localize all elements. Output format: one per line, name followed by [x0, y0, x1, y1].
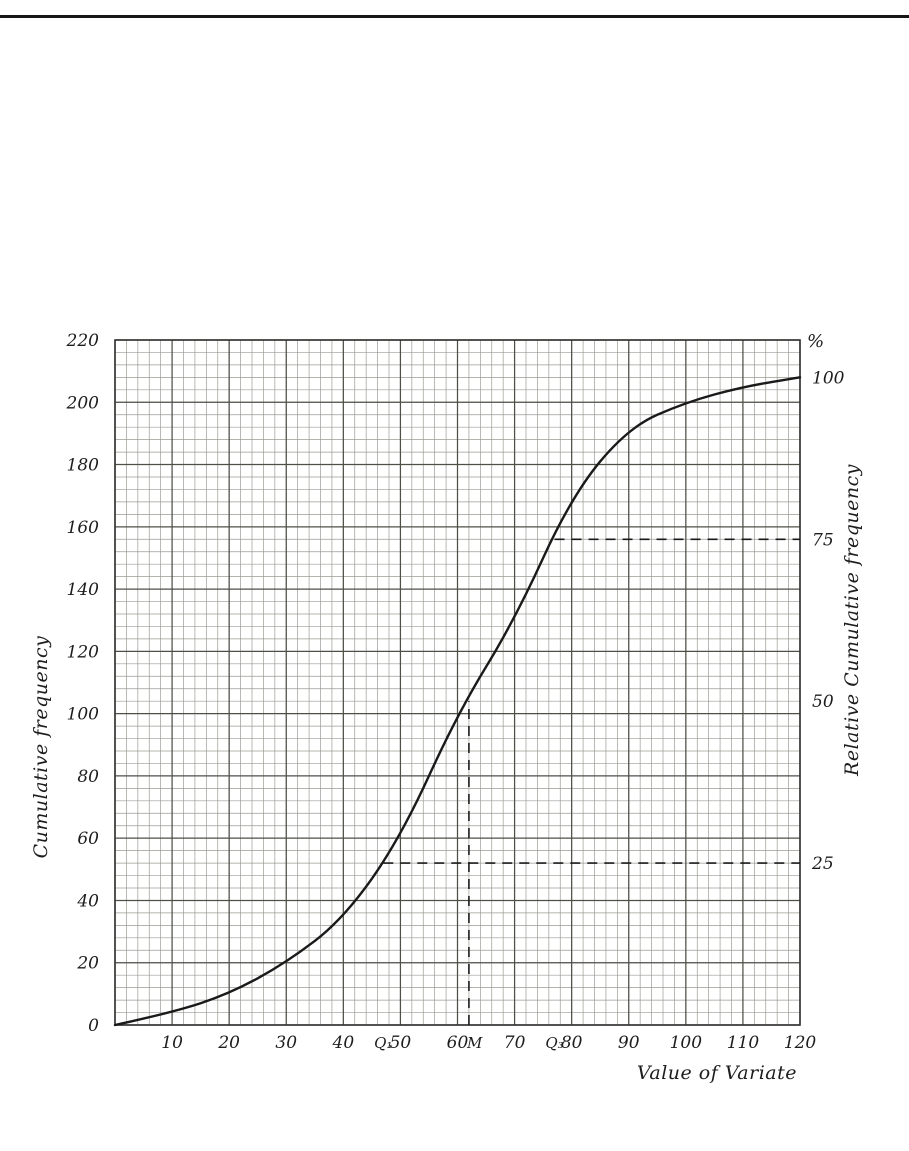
x-tick-label: 20	[217, 1033, 240, 1053]
x-tick-label: 40	[332, 1033, 355, 1053]
x-tick-label: 80	[561, 1033, 583, 1053]
left-tick-label: 60	[77, 829, 99, 849]
right-tick-label: 100	[812, 368, 845, 388]
page-top-rule	[0, 15, 909, 18]
left-tick-label: 0	[88, 1016, 99, 1036]
x-tick-label: 110	[727, 1033, 760, 1053]
left-axis-title: Cumulative frequency	[30, 635, 52, 859]
x-tick-label: 90	[618, 1033, 640, 1053]
x-tick-label: 60	[447, 1033, 469, 1053]
quartile-label: M	[466, 1034, 483, 1052]
left-tick-label: 220	[66, 331, 100, 351]
x-tick-label: 120	[784, 1033, 817, 1053]
right-tick-label: 75	[812, 530, 834, 550]
x-tick-label: 100	[670, 1033, 703, 1053]
left-tick-label: 160	[67, 518, 100, 538]
quartile-label: Q₃	[545, 1034, 563, 1052]
left-tick-label: 120	[67, 642, 100, 662]
x-tick-label: 10	[161, 1033, 183, 1053]
plot-border	[114, 339, 801, 1026]
x-tick-label: 30	[275, 1033, 297, 1053]
right-tick-label: 25	[811, 854, 834, 874]
left-tick-label: 180	[67, 456, 100, 476]
x-tick-label: 70	[504, 1033, 526, 1053]
x-tick-label: 50	[390, 1033, 412, 1053]
left-tick-label: 40	[76, 891, 99, 911]
left-tick-label: 200	[66, 393, 100, 413]
x-axis-title: Value of Variate	[636, 1062, 797, 1084]
quartile-label: Q₁	[374, 1034, 392, 1052]
right-axis-title: Relative Cumulative frequency	[841, 464, 863, 776]
left-tick-label: 100	[67, 705, 100, 725]
cumulative-curve	[113, 376, 802, 1027]
left-tick-label: 20	[76, 954, 99, 974]
left-tick-label: 140	[67, 580, 100, 600]
right-tick-label: 50	[812, 692, 834, 712]
percent-symbol: %	[807, 331, 825, 352]
left-tick-label: 80	[77, 767, 99, 787]
